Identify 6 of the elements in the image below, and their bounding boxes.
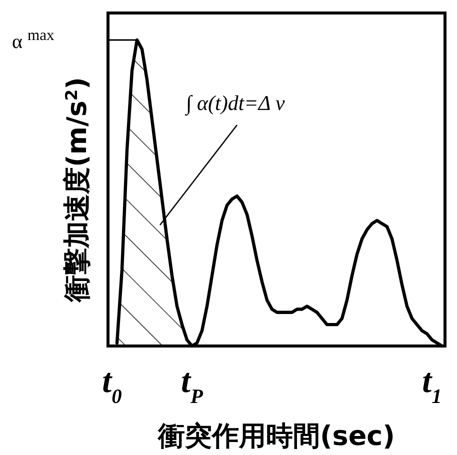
- text: α $^{max}$: [12, 26, 55, 53]
- x-tick-label: t$_{1}$: [422, 363, 442, 408]
- x-tick-label: t$_{0}$: [102, 363, 122, 408]
- x-tick-label: t$_{P}$: [181, 363, 204, 408]
- annotation: ∫ α(t)dt=Δ v: [184, 91, 286, 116]
- x-axis-title: 衝突作用時間(sec): [156, 421, 396, 452]
